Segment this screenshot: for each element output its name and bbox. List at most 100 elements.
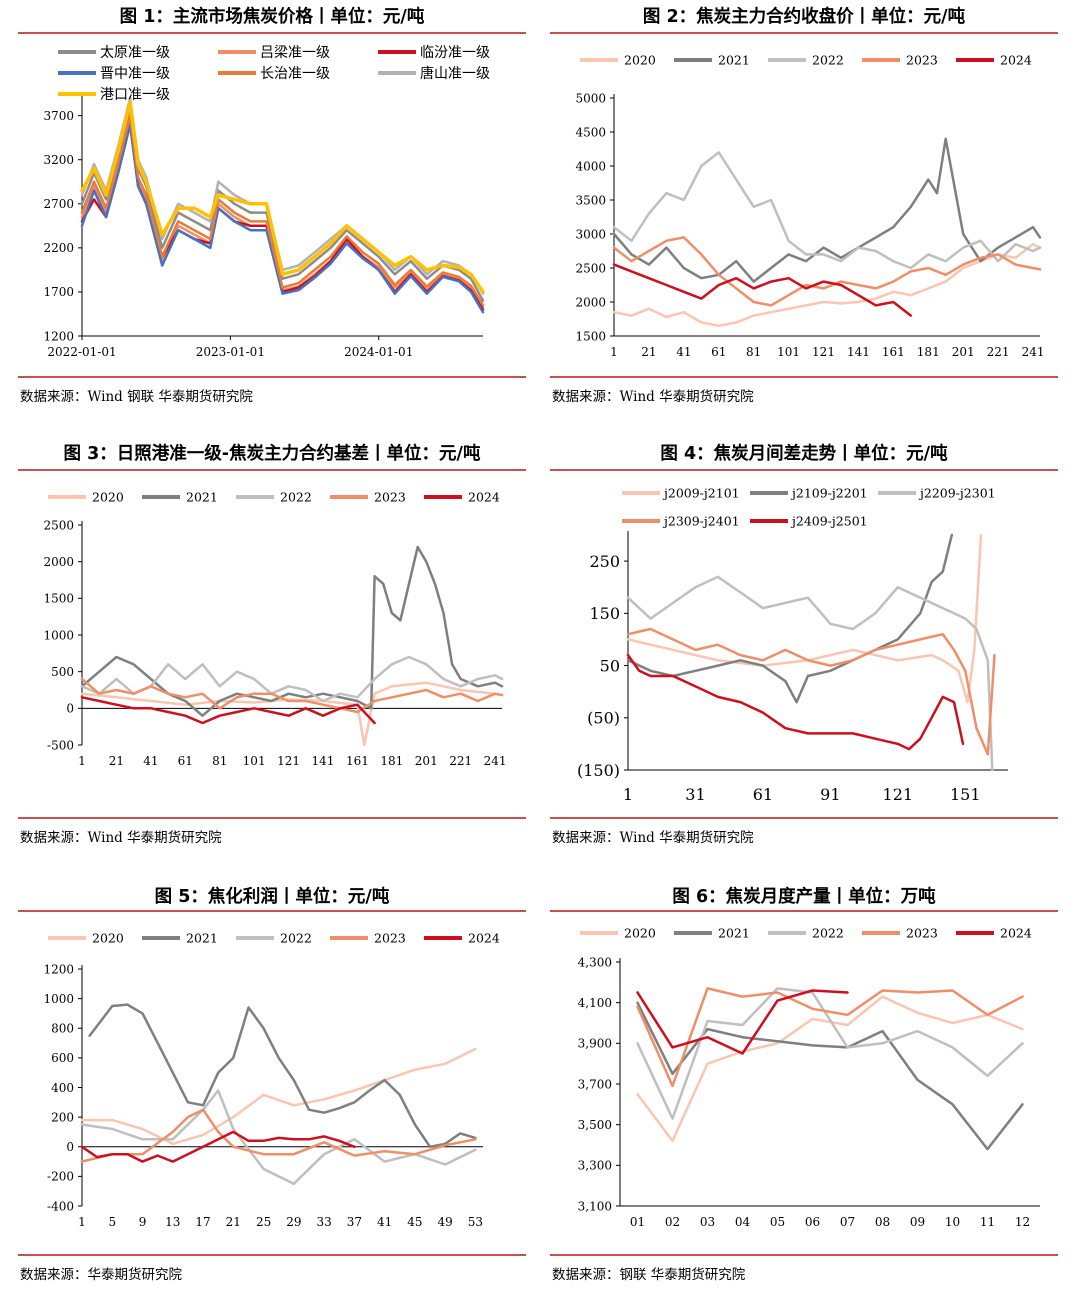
chart-title: 图 3：日照港准一级-焦炭主力合约基差丨单位：元/吨 — [63, 444, 481, 464]
x-tick-label: 12 — [1015, 1215, 1030, 1229]
series-line — [80, 1108, 477, 1163]
y-tick-label: 2000 — [43, 555, 74, 569]
x-tick-label: 07 — [840, 1215, 855, 1229]
panel-fig3: 图 3：日照港准一级-焦炭主力合约基差丨单位：元/吨 -500 0 500 1000 1… — [18, 441, 526, 847]
x-tick-label: 2023-01-01 — [196, 345, 265, 359]
source-rule — [18, 1254, 526, 1256]
legend-label: 2023 — [906, 53, 938, 68]
x-tick-label: 53 — [468, 1215, 483, 1229]
y-tick-label: 3000 — [575, 227, 606, 241]
y-tick-label: 1500 — [43, 592, 74, 606]
legend-label: 2023 — [906, 926, 938, 941]
y-tick-label: 3700 — [43, 109, 74, 123]
legend-label: 2020 — [92, 490, 124, 505]
legend-label: j2209-j2301 — [918, 486, 996, 501]
series-line — [612, 236, 1042, 307]
series-line — [80, 100, 485, 294]
y-tick-label: 200 — [51, 1110, 74, 1124]
legend-label: 2020 — [624, 926, 656, 941]
y-tick-label: 4,300 — [578, 955, 612, 969]
series-line — [88, 1003, 477, 1149]
x-tick-label: 241 — [1022, 345, 1045, 359]
title-rule — [18, 469, 526, 471]
data-source: 数据来源：Wind 华泰期货研究院 — [552, 830, 754, 846]
y-tick-label: 5000 — [575, 91, 606, 105]
panel-fig4: 图 4：焦炭月间差走势丨单位：元/吨 (150) (50) 50 150 250 1 31 6… — [550, 441, 1058, 847]
x-tick-label: 161 — [346, 754, 369, 768]
legend-label: 晋中准一级 — [100, 66, 170, 82]
y-tick-label: -500 — [47, 738, 74, 752]
y-tick-label: 250 — [589, 552, 620, 571]
chart-title: 图 5：焦化利润丨单位：元/吨 — [154, 887, 390, 907]
x-tick-label: 61 — [753, 785, 773, 804]
y-tick-label: 4,100 — [578, 996, 612, 1010]
source-rule — [18, 376, 526, 378]
x-tick-label: 241 — [484, 754, 507, 768]
y-tick-label: -400 — [47, 1199, 74, 1213]
legend-label: 2021 — [186, 490, 218, 505]
y-tick-label: 3,300 — [578, 1159, 612, 1173]
chart-svg: (150) (50) 50 150 250 1 31 61 91 121 151 j2009-j210… — [577, 486, 1008, 804]
x-tick-label: 221 — [987, 345, 1010, 359]
legend-label: 2022 — [812, 53, 844, 68]
y-tick-label: 500 — [51, 665, 74, 679]
chart-title: 图 4：焦炭月间差走势丨单位：元/吨 — [660, 444, 948, 464]
x-tick-label: 13 — [165, 1215, 180, 1229]
source-rule — [550, 376, 1058, 378]
series-line — [612, 151, 1042, 270]
legend-label: 2020 — [92, 931, 124, 946]
series-line — [626, 653, 965, 751]
series-line — [636, 987, 1024, 1088]
panel-fig1: 图 1：主流市场焦炭价格丨单位：元/吨 1200 1700 2200 2700 3200… — [18, 4, 526, 408]
panel-fig2: 图 2：焦炭主力合约收盘价丨单位：元/吨 1500 2000 2500 3000 350… — [550, 4, 1058, 408]
x-tick-label: 21 — [641, 345, 656, 359]
y-tick-label: 2000 — [575, 295, 606, 309]
title-rule — [550, 32, 1058, 34]
title-rule — [550, 910, 1058, 912]
y-tick-label: 400 — [51, 1081, 74, 1095]
x-tick-label: 11 — [980, 1215, 995, 1229]
legend-label: j2309-j2401 — [662, 514, 740, 529]
x-tick-label: 06 — [805, 1215, 820, 1229]
x-tick-label: 21 — [226, 1215, 241, 1229]
chart-svg: 1200 1700 2200 2700 3200 3700 2022-01-01 2023-0… — [43, 45, 490, 359]
legend-label: 2021 — [718, 926, 750, 941]
x-tick-label: 33 — [316, 1215, 331, 1229]
x-tick-label: 61 — [178, 754, 193, 768]
x-tick-label: 141 — [312, 754, 335, 768]
x-tick-label: 101 — [243, 754, 266, 768]
series-line — [636, 989, 849, 1055]
y-tick-label: 1700 — [43, 285, 74, 299]
y-tick-label: 1500 — [575, 329, 606, 343]
x-tick-label: 121 — [883, 785, 914, 804]
y-tick-label: 2500 — [43, 518, 74, 532]
title-rule — [550, 469, 1058, 471]
series-line — [80, 1047, 477, 1146]
y-tick-label: 1200 — [43, 962, 74, 976]
x-tick-label: 181 — [380, 754, 403, 768]
x-tick-label: 201 — [415, 754, 438, 768]
y-tick-label: 3200 — [43, 153, 74, 167]
legend-label: j2009-j2101 — [662, 486, 740, 501]
x-tick-label: 49 — [438, 1215, 453, 1229]
title-rule — [18, 32, 526, 34]
y-tick-label: 600 — [51, 1051, 74, 1065]
chart-title: 图 1：主流市场焦炭价格丨单位：元/吨 — [119, 7, 425, 27]
series-line — [80, 696, 376, 725]
series-line — [612, 137, 1042, 283]
x-tick-label: 08 — [875, 1215, 890, 1229]
x-tick-label: 05 — [770, 1215, 785, 1229]
y-tick-label: (150) — [577, 761, 620, 780]
x-tick-label: 151 — [950, 785, 981, 804]
x-tick-label: 1 — [78, 754, 86, 768]
x-tick-label: 25 — [256, 1215, 271, 1229]
y-tick-label: (50) — [587, 709, 620, 728]
x-tick-label: 161 — [882, 345, 905, 359]
x-tick-label: 121 — [277, 754, 300, 768]
x-tick-label: 91 — [820, 785, 840, 804]
legend-label: 太原准一级 — [100, 45, 170, 61]
series-line — [80, 545, 504, 717]
chart-svg: 3,100 3,300 3,500 3,700 3,900 4,100 4,300 01 02 0… — [578, 926, 1040, 1229]
panel-fig5: 图 5：焦化利润丨单位：元/吨 -400 -200 0 200 400 600 800 100… — [18, 884, 526, 1290]
